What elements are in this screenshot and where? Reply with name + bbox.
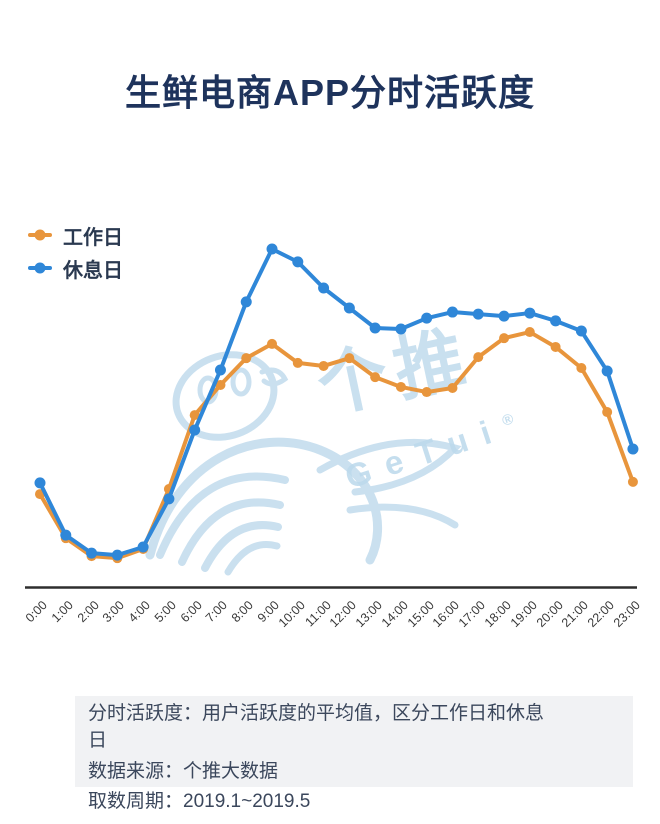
data-point-restday (550, 315, 562, 327)
data-point-workday (395, 381, 406, 392)
data-point-workday (550, 341, 561, 352)
data-point-workday (524, 327, 535, 338)
workday-legend-marker-icon (28, 229, 52, 241)
legend-item-restday: 休息日 (28, 255, 123, 282)
series-line-restday (38, 247, 635, 558)
chart-title: 生鲜电商APP分时活跃度 (124, 72, 536, 113)
data-point-workday (473, 352, 484, 363)
data-point-workday (215, 379, 226, 390)
series-line-workday (38, 330, 635, 561)
data-point-restday (163, 493, 175, 505)
footnote-source: 数据来源：个推大数据 (88, 761, 279, 782)
data-point-restday (34, 477, 46, 489)
data-point-restday (524, 307, 536, 319)
data-point-restday (446, 306, 458, 318)
data-point-restday (421, 312, 433, 324)
footnote-card (75, 696, 633, 787)
workday-legend-label: 工作日 (63, 226, 123, 249)
legend-item-workday: 工作日 (28, 222, 123, 249)
data-point-workday (318, 360, 329, 371)
legend: 工作日 休息日 (28, 222, 123, 288)
data-point-workday (447, 382, 458, 393)
data-point-restday (292, 256, 304, 268)
data-point-workday (370, 372, 381, 383)
data-point-workday (189, 410, 200, 421)
data-point-restday (86, 547, 98, 559)
restday-legend-label: 休息日 (63, 259, 123, 282)
footnote: 分时活跃度：用户活跃度的平均值，区分工作日和休息日 数据来源：个推大数据 取数周… (88, 700, 633, 817)
data-point-restday (214, 364, 226, 376)
data-point-restday (343, 302, 355, 314)
restday-legend-marker-icon (28, 262, 52, 274)
data-point-restday (627, 443, 639, 455)
data-point-restday (240, 296, 252, 308)
data-point-restday (318, 282, 330, 294)
data-point-restday (111, 549, 123, 561)
data-point-workday (499, 333, 510, 344)
data-point-workday (627, 476, 638, 487)
data-point-restday (498, 310, 510, 322)
data-point-workday (292, 357, 303, 368)
data-point-workday (241, 353, 252, 364)
data-point-restday (137, 541, 149, 553)
data-point-workday (344, 353, 355, 364)
data-point-restday (60, 529, 72, 541)
data-point-workday (421, 387, 432, 398)
data-point-restday (266, 243, 278, 255)
activity-line-chart (25, 243, 639, 589)
data-point-restday (601, 365, 613, 377)
data-point-restday (369, 322, 381, 334)
footnote-definition: 分时活跃度：用户活跃度的平均值，区分工作日和休息日 (88, 703, 545, 751)
footnote-period: 取数周期：2019.1~2019.5 (88, 791, 311, 812)
data-point-restday (395, 323, 407, 335)
data-point-restday (472, 308, 484, 320)
data-point-restday (189, 424, 201, 436)
data-point-workday (267, 338, 278, 349)
data-point-workday (576, 362, 587, 373)
data-point-restday (575, 325, 587, 337)
data-point-workday (602, 407, 613, 418)
